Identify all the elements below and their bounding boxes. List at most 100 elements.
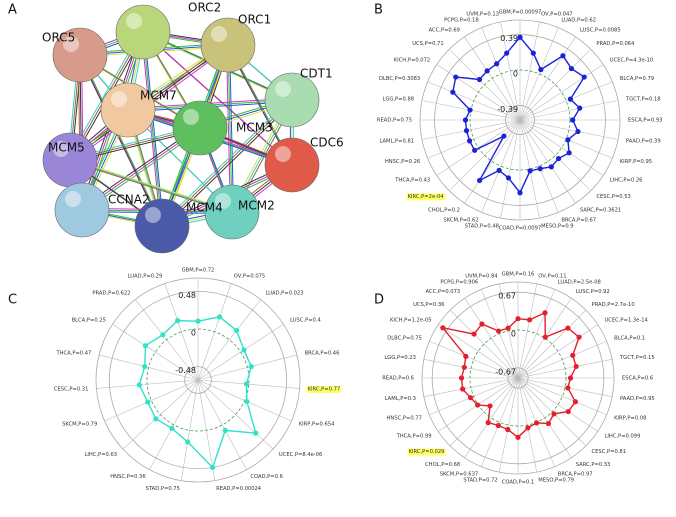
radar-line <box>452 36 586 195</box>
edge <box>160 98 291 225</box>
category-label: LGG,P=0.23 <box>384 355 416 361</box>
panel-label: A <box>8 3 17 18</box>
spoke <box>519 119 591 191</box>
node <box>264 72 320 128</box>
node <box>204 184 260 240</box>
highlight <box>306 386 342 394</box>
category-label: READ,P=0.75 <box>377 118 412 124</box>
panel-label: D <box>374 293 384 308</box>
node-label: CCNA2 <box>108 193 150 207</box>
category-label: SKCM,P=0.79 <box>62 422 97 428</box>
category-label: BRCA,P=0.97 <box>558 472 593 478</box>
radar-point <box>462 117 469 123</box>
radar-point <box>458 375 465 381</box>
spoke <box>519 36 576 121</box>
category-label: MESO,P=0.9 <box>541 223 574 229</box>
radar-point <box>222 427 228 433</box>
category-label: PCPG,P=0.906 <box>440 279 478 285</box>
category-label: KICH,P=0.072 <box>394 57 430 63</box>
spoke <box>517 309 587 379</box>
node-label: CDC6 <box>310 136 344 150</box>
category-label: BLCA,P=0.25 <box>72 317 106 323</box>
radar-point <box>485 420 491 426</box>
edge <box>144 33 294 167</box>
panel-label: C <box>8 293 17 308</box>
radar-point <box>241 347 247 353</box>
category-label: PRAD,P=0.064 <box>596 41 635 47</box>
node <box>134 198 190 254</box>
category-label: UVM,P=0.13 <box>466 12 499 18</box>
node-shine <box>65 191 81 207</box>
category-label: LGG,P=0.88 <box>382 96 414 102</box>
spoke <box>498 377 519 473</box>
edge <box>142 31 163 227</box>
radar-point <box>487 403 493 409</box>
node-label: ORC1 <box>238 13 271 27</box>
category-label: UCS,P=0.36 <box>413 302 444 308</box>
radar-point <box>555 155 562 162</box>
spoke <box>481 119 521 213</box>
spoke <box>112 323 199 381</box>
node <box>172 100 228 156</box>
radar-point <box>545 420 552 427</box>
node-shine <box>126 13 142 29</box>
category-label: THCA,P=0.47 <box>55 350 91 356</box>
spoke <box>164 283 199 381</box>
radar-point <box>450 89 456 95</box>
radar-point <box>471 331 477 337</box>
category-label: UCEC,P=1.3e-14 <box>604 318 648 324</box>
radar-point <box>567 96 573 102</box>
highlight <box>407 448 446 456</box>
grid-ring <box>431 291 605 465</box>
radar-point <box>244 398 250 405</box>
category-label: ACC,P=0.69 <box>429 28 460 34</box>
category-label: HNSC,P=0.36 <box>110 474 145 480</box>
network: ORC2 ORC1 ORC5 CDT1 MCM7 MCM3 MCM5 CDC6 CCNA2 MCM… <box>42 1 344 254</box>
radar-point <box>505 426 511 433</box>
radar-point <box>551 411 557 417</box>
spoke <box>517 377 598 432</box>
node <box>100 82 156 138</box>
grid-ring <box>434 34 606 206</box>
radar-point <box>153 416 159 422</box>
edge <box>81 56 165 228</box>
radar-point <box>209 464 216 471</box>
radar-point <box>467 395 474 401</box>
node <box>52 27 108 83</box>
node-label: MCM5 <box>48 141 85 155</box>
radar-point <box>515 434 521 440</box>
radar-point <box>440 325 446 331</box>
category-label: LIHC,P=0.26 <box>610 178 643 184</box>
r-tick-label: 0.39 <box>500 34 518 43</box>
node <box>264 137 320 193</box>
spoke <box>519 119 576 204</box>
category-label: LUAD,P=0.023 <box>266 291 304 297</box>
spoke <box>519 119 559 213</box>
category-label: STAD,P=0.75 <box>146 486 180 492</box>
r-tick-label: -0.48 <box>175 366 196 375</box>
radar-point <box>142 343 149 349</box>
radar-point <box>217 314 223 320</box>
radar-chart: -0.39 0 0.39 GBM,P=0.00097 OV,P=0.047LUAD,P=… <box>377 10 663 232</box>
spoke <box>429 340 519 379</box>
category-label: HNSC,P=0.77 <box>387 415 422 421</box>
radar-point <box>542 334 548 340</box>
category-label: LAML,P=0.3 <box>385 396 416 402</box>
radar-point <box>495 422 501 429</box>
category-label: BRCA,P=0.46 <box>305 350 340 356</box>
category-label: KIRP,P=0.654 <box>299 422 335 428</box>
node-shine <box>183 109 199 125</box>
category-label: BLCA,P=0.79 <box>620 76 654 82</box>
radar-point <box>533 420 540 426</box>
category-label: DLBC,P=0.75 <box>387 336 422 342</box>
category-label: UCEC,P=4.3e-10 <box>610 57 653 63</box>
category-label: LUSC,P=0.92 <box>576 289 610 295</box>
category-label: HNSC,P=0.26 <box>385 159 420 165</box>
radar-point <box>160 332 166 338</box>
category-label: THCA,P=0.43 <box>394 178 430 184</box>
radar-point <box>505 175 512 181</box>
category-label: SARC,P=0.3621 <box>580 207 621 213</box>
panel-label: B <box>374 3 383 18</box>
radar-point <box>467 138 473 144</box>
